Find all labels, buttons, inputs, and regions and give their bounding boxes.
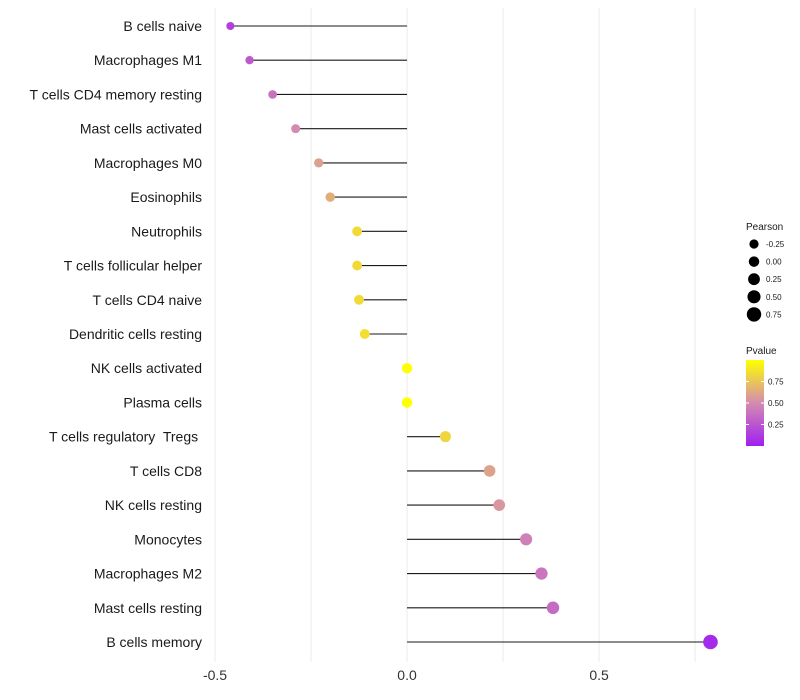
category-label: T cells CD4 naive [93, 292, 203, 308]
lollipop-point [401, 397, 413, 408]
lollipop-point [493, 499, 506, 511]
size-legend-key [749, 239, 759, 249]
category-label: B cells memory [106, 634, 202, 650]
lollipop-point [703, 634, 718, 650]
category-label: T cells regulatory Tregs [49, 429, 202, 445]
category-label: Dendritic cells resting [69, 326, 202, 342]
size-legend-key [748, 273, 760, 286]
lollipop-point [354, 294, 364, 305]
size-legend-label: 0.75 [766, 310, 782, 319]
size-legend-label: -0.25 [766, 240, 785, 249]
category-label: T cells CD4 memory resting [30, 86, 202, 102]
lollipop-point [401, 362, 413, 374]
lollipop-point [291, 124, 301, 134]
category-label: T cells CD8 [130, 463, 202, 479]
size-legend-title: Pearson [746, 222, 783, 233]
category-label: Mast cells activated [80, 121, 202, 137]
category-label: Mast cells resting [94, 600, 202, 616]
lollipop-point [352, 260, 363, 271]
lollipop-point [520, 533, 533, 546]
lollipop-point [352, 226, 363, 237]
x-tick-label: 0.5 [589, 667, 609, 683]
color-legend-label: 0.25 [768, 421, 784, 430]
category-label: T cells follicular helper [64, 258, 203, 274]
lollipop-point [535, 567, 548, 580]
size-legend-key [747, 290, 761, 304]
category-label: Eosinophils [130, 189, 202, 205]
color-legend-label: 0.75 [768, 378, 784, 387]
color-legend-title: Pvalue [746, 346, 777, 357]
lollipop-point [359, 329, 370, 339]
category-label: Monocytes [134, 531, 202, 547]
category-label: Macrophages M1 [94, 52, 202, 68]
lollipop-point [314, 158, 324, 168]
color-legend-label: 0.50 [768, 399, 784, 408]
x-tick-label: -0.5 [203, 667, 227, 683]
lollipop-point [439, 431, 451, 443]
category-label: NK cells activated [91, 360, 202, 376]
size-legend-key [748, 256, 760, 267]
category-label: B cells naive [123, 18, 202, 34]
size-legend-label: 0.00 [766, 258, 782, 267]
category-label: Macrophages M2 [94, 566, 202, 582]
lollipop-point [325, 192, 335, 202]
lollipop-point [546, 601, 560, 615]
lollipop-point [483, 465, 496, 477]
size-legend-key [746, 307, 762, 322]
category-label: NK cells resting [105, 497, 202, 513]
lollipop-point [245, 56, 254, 65]
color-legend-bar [746, 360, 764, 446]
category-label: Plasma cells [123, 394, 202, 410]
category-label: Macrophages M0 [94, 155, 202, 171]
lollipop-point [268, 90, 277, 99]
size-legend-label: 0.50 [766, 293, 782, 302]
lollipop-point [226, 21, 235, 31]
category-label: Neutrophils [131, 223, 202, 239]
size-legend-label: 0.25 [766, 275, 782, 284]
x-tick-label: 0.0 [397, 667, 417, 683]
